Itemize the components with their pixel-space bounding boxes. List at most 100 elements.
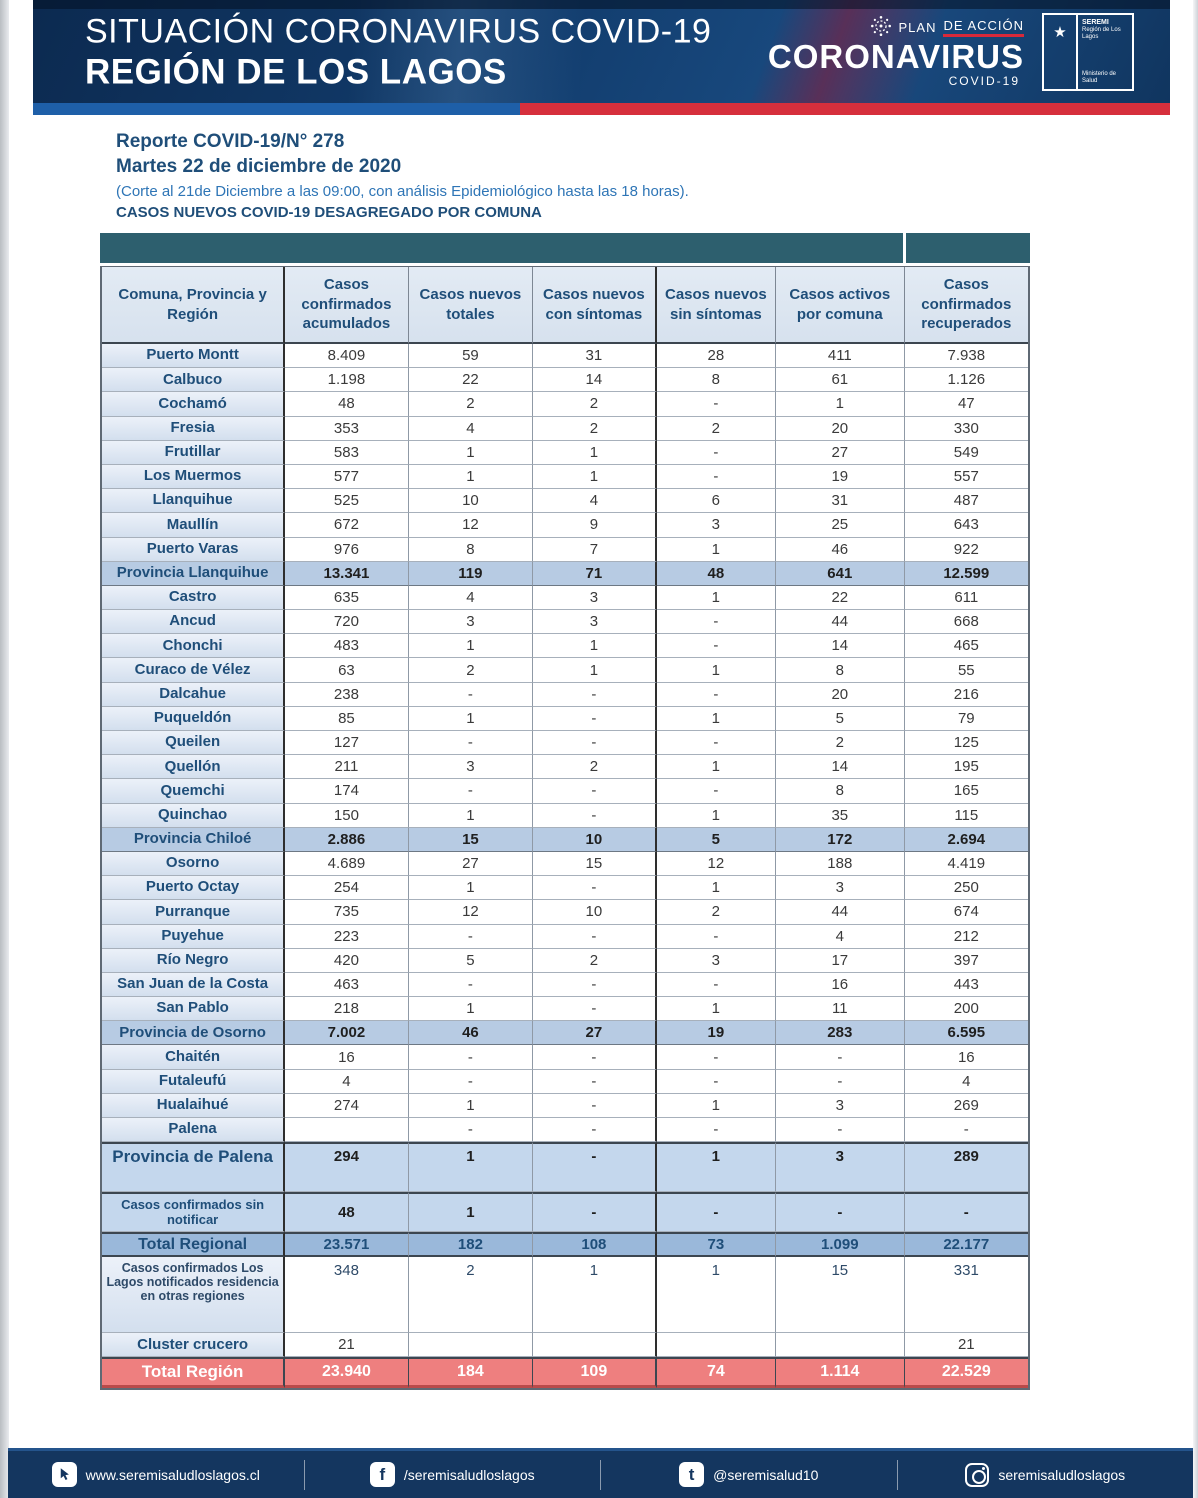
cell-value: - (408, 1069, 534, 1094)
footer-link[interactable]: f/seremisaludloslagos (303, 1459, 601, 1490)
cell-value: 22 (408, 368, 534, 393)
cell-value: 12 (656, 851, 777, 877)
cell-value: 5 (656, 827, 777, 852)
cell-value: 48 (285, 392, 409, 417)
cell-value: 28 (656, 344, 777, 369)
table-row: Total Regional 23.571 182 108 73 1.099 22.177 (102, 1232, 1029, 1258)
cell-value: 16 (776, 972, 905, 998)
cell-value: - (533, 876, 657, 901)
cell-value: 397 (904, 948, 1029, 973)
row-label: Osorno (102, 851, 286, 877)
cell-value: 16 (285, 1045, 409, 1070)
gov-logo-top: SEREMI Región de Los Lagos (1082, 19, 1128, 41)
gov-logo-text: SEREMI Región de Los Lagos Ministerio de… (1078, 12, 1134, 91)
cell-value: 1 (408, 1192, 534, 1233)
cell-value: - (533, 1192, 657, 1233)
cell-value: 635 (285, 585, 409, 611)
red-accent-strip (520, 103, 1170, 115)
cell-value: - (656, 1118, 777, 1143)
footer-link[interactable]: www.seremisaludloslagos.cl (8, 1460, 304, 1490)
cell-value: 1 (408, 876, 534, 901)
cell-value: 6.595 (904, 1021, 1029, 1046)
cell-value (408, 1333, 534, 1358)
cell-value: 735 (285, 900, 409, 925)
table-row: Osorno 4.689 27 15 12 188 4.419 (102, 851, 1029, 877)
row-label: Palena (102, 1118, 286, 1143)
table-row: Provincia de Palena 294 1-1 3 289 (102, 1142, 1029, 1193)
footer-link[interactable]: t @seremisalud10 (600, 1459, 897, 1490)
footer-items: www.seremisaludloslagos.cl f/seremisaludl… (8, 1451, 1193, 1498)
cell-value: 465 (904, 634, 1029, 659)
cell-value: - (533, 779, 657, 804)
cell-value: 250 (904, 876, 1029, 901)
table-row: Frutillar 583 1 1-27 549 (102, 440, 1029, 465)
column-header: Comuna, Provincia y Región (102, 267, 286, 344)
facebook-icon: f (369, 1462, 395, 1487)
row-label: Quinchao (102, 803, 286, 828)
footer-link[interactable]: seremisaludloslagos (896, 1459, 1194, 1490)
cell-value: - (408, 1045, 534, 1070)
table-row: Dalcahue 238- - -20 216 (102, 682, 1029, 707)
cell-value: 7.002 (285, 1021, 409, 1046)
cell-value: 1 (656, 1142, 777, 1193)
cell-value: 674 (904, 900, 1029, 925)
cell-value: 1 (656, 585, 777, 611)
cell-value: 1 (533, 658, 657, 683)
cell-value: 8 (656, 368, 777, 393)
cell-value: 212 (904, 924, 1029, 949)
table-row: Quinchao 150 1-1 35 115 (102, 803, 1029, 828)
row-label: Puyehue (102, 924, 286, 949)
row-label: Provincia Llanquihue (102, 561, 286, 586)
table-row: Purranque 735 12 10 2 44 674 (102, 900, 1029, 925)
cell-value: 23.571 (285, 1232, 409, 1258)
row-label: Total Región (102, 1357, 286, 1389)
table-row: Quellón 211 3 2 1 14 195 (102, 755, 1029, 780)
cell-value: 1 (656, 706, 777, 731)
cell-value: 1 (656, 537, 777, 562)
row-label: Castro (102, 585, 286, 611)
cell-value: 1 (656, 876, 777, 901)
table-row: Hualaihué 274 1-1 3 269 (102, 1093, 1029, 1118)
cell-value: 254 (285, 876, 409, 901)
row-label: Cochamó (102, 392, 286, 417)
column-header: Casos nuevos sin síntomas (656, 267, 777, 344)
table-row: Casos confirmados sin notificar 48 1- - - - (102, 1192, 1029, 1233)
banner-title-line1: SITUACIÓN CORONAVIRUS COVID-19 (85, 11, 712, 50)
footer-link-text: www.seremisaludloslagos.cl (85, 1466, 260, 1483)
cell-value: 150 (285, 803, 409, 828)
cell-value: 15 (533, 851, 657, 877)
cell-value: 1 (656, 803, 777, 828)
cell-value: - (533, 972, 657, 998)
brand-covid19: COVID-19 (948, 74, 1020, 89)
cell-value: 216 (904, 682, 1029, 707)
cell-value: 109 (533, 1357, 657, 1389)
cell-value: 3 (776, 1142, 905, 1193)
cell-value: - (408, 972, 534, 998)
row-label: Puqueldón (102, 706, 286, 731)
cell-value: 4.419 (904, 851, 1029, 877)
cell-value: 1 (408, 803, 534, 828)
cell-value: 7.938 (904, 344, 1029, 369)
row-label: Casos confirmados sin notificar (102, 1192, 286, 1233)
cell-value: 294 (285, 1142, 409, 1193)
cell-value: 1 (656, 1257, 777, 1334)
table-row: Puerto Octay 254 1-1 3 250 (102, 876, 1029, 901)
cell-value: 443 (904, 972, 1029, 998)
cell-value: - (533, 706, 657, 731)
row-label: Frutillar (102, 440, 286, 465)
cell-value: - (776, 1069, 905, 1094)
blue-accent-strip (33, 103, 520, 115)
cell-value: 611 (904, 585, 1029, 611)
cell-value: 2 (656, 416, 777, 441)
coronavirus-brand-block: PLAN DE ACCIÓN CORONAVIRUS COVID-19 (768, 15, 1024, 89)
cell-value: 8.409 (285, 344, 409, 369)
cell-value: - (408, 682, 534, 707)
gobierno-de-chile-logo: ★ SEREMI Región de Los Lagos Ministerio … (1042, 12, 1134, 91)
cell-value: 59 (408, 344, 534, 369)
cell-value: 3 (656, 513, 777, 538)
table-row: Fresia 353 4 2 2 20 330 (102, 416, 1029, 441)
cell-value: - (776, 1118, 905, 1143)
banner-right-cluster: PLAN DE ACCIÓN CORONAVIRUS COVID-19 ★ SE… (768, 0, 1134, 103)
cell-value: 9 (533, 513, 657, 538)
table-row: Llanquihue 525 10 4 6 31 487 (102, 489, 1029, 514)
